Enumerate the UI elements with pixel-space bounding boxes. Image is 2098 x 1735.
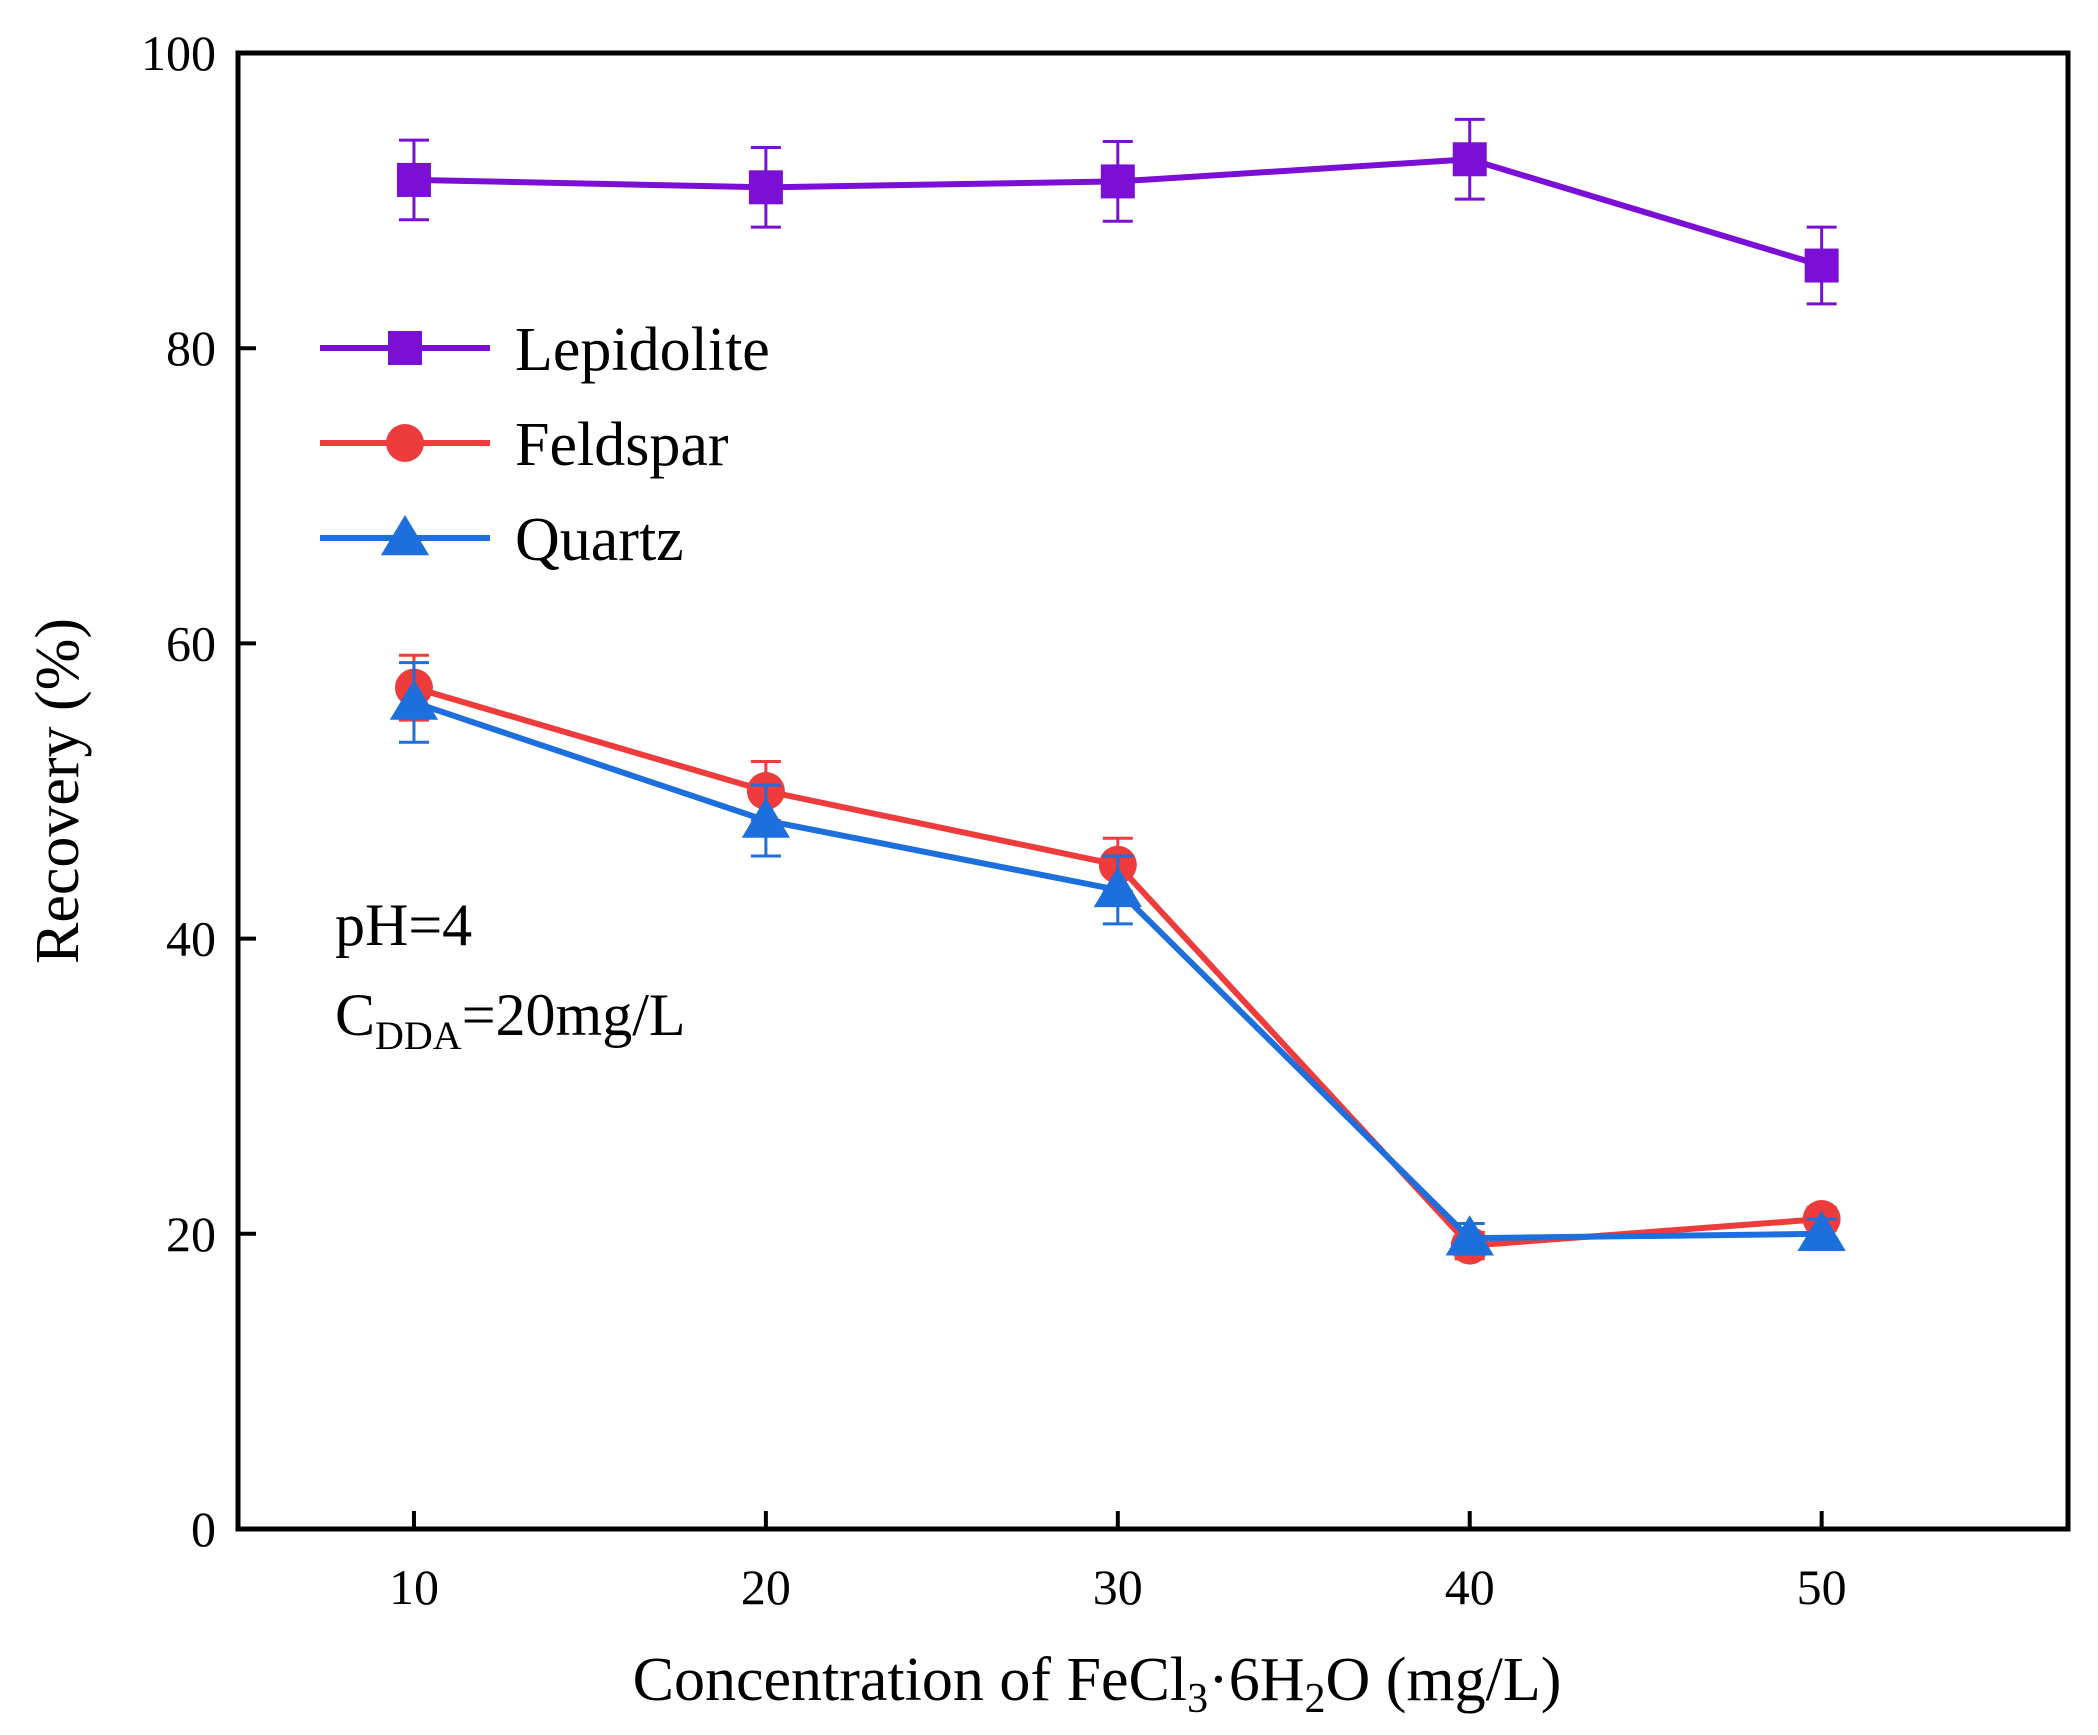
legend: Lepidolite Feldspar Quartz bbox=[320, 316, 770, 574]
x-axis: 10 20 30 40 50 bbox=[389, 1511, 1847, 1615]
x-axis-title: Concentration of FeCl3·6H2O (mg/L) bbox=[633, 1646, 1562, 1722]
data-point bbox=[748, 170, 783, 205]
x-axis-title-mid: ·6H bbox=[1208, 1646, 1304, 1714]
y-axis: 0 20 40 60 80 100 bbox=[141, 25, 256, 1557]
dda-concentration-annotation: CDDA=20mg/L bbox=[335, 982, 686, 1058]
x-tick-label: 40 bbox=[1445, 1559, 1495, 1615]
x-axis-title-end: O (mg/L) bbox=[1326, 1646, 1562, 1714]
data-point bbox=[389, 679, 439, 720]
y-tick-label: 20 bbox=[166, 1206, 216, 1262]
y-tick-label: 100 bbox=[141, 25, 216, 81]
data-point bbox=[396, 162, 431, 197]
y-tick-label: 80 bbox=[166, 320, 216, 376]
y-axis-title: Recovery (%) bbox=[24, 618, 92, 964]
legend-label: Lepidolite bbox=[515, 316, 770, 384]
data-point bbox=[1445, 1215, 1494, 1256]
data-point bbox=[741, 797, 791, 838]
series-feldspar bbox=[394, 653, 1841, 1265]
x-tick-label: 20 bbox=[741, 1559, 791, 1615]
ph-annotation: pH=4 bbox=[335, 892, 472, 958]
series-layer bbox=[389, 117, 1846, 1265]
x-axis-title-main: Concentration of FeCl bbox=[633, 1646, 1187, 1714]
legend-item-feldspar: Feldspar bbox=[320, 411, 729, 479]
series-lepidolite bbox=[396, 117, 1839, 306]
plot-frame bbox=[235, 50, 2071, 1532]
y-tick-label: 40 bbox=[166, 911, 216, 967]
dda-value: =20mg/L bbox=[462, 982, 686, 1048]
series-quartz bbox=[389, 661, 1846, 1256]
x-axis-title-sub2: 2 bbox=[1305, 1676, 1326, 1722]
dda-subscript: DDA bbox=[375, 1013, 462, 1058]
data-point bbox=[1093, 866, 1142, 908]
y-tick-label: 0 bbox=[191, 1501, 216, 1557]
legend-item-quartz: Quartz bbox=[320, 506, 684, 574]
x-tick-label: 50 bbox=[1797, 1559, 1847, 1615]
data-point bbox=[1804, 248, 1839, 283]
data-point bbox=[1452, 142, 1487, 177]
legend-label: Feldspar bbox=[515, 411, 729, 479]
y-tick-label: 60 bbox=[166, 615, 216, 671]
x-tick-label: 10 bbox=[389, 1559, 439, 1615]
legend-marker bbox=[388, 331, 422, 365]
series-line bbox=[413, 699, 1822, 1242]
legend-label: Quartz bbox=[515, 506, 684, 574]
legend-item-lepidolite: Lepidolite bbox=[320, 316, 770, 384]
data-point bbox=[1100, 164, 1135, 199]
x-tick-label: 30 bbox=[1093, 1559, 1143, 1615]
legend-marker bbox=[380, 515, 430, 556]
x-axis-title-sub1: 3 bbox=[1187, 1676, 1208, 1722]
legend-marker bbox=[386, 424, 424, 462]
dda-c-label: C bbox=[335, 982, 375, 1048]
data-point bbox=[1797, 1210, 1846, 1252]
